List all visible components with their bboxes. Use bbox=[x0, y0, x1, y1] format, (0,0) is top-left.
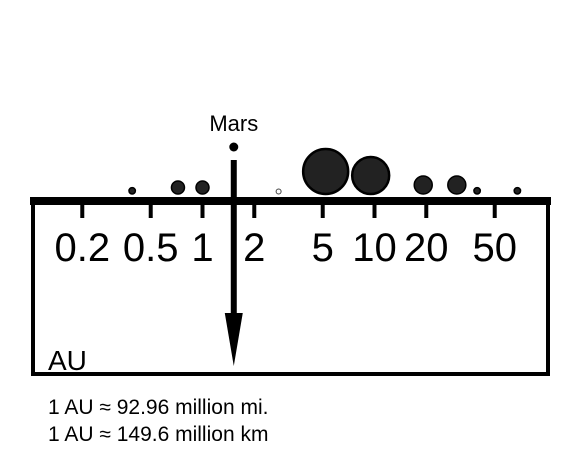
conversion-notes: 1 AU ≈ 92.96 million mi. 1 AU ≈ 149.6 mi… bbox=[48, 394, 268, 448]
planet-body bbox=[170, 180, 186, 195]
note-kilometers: 1 AU ≈ 149.6 million km bbox=[48, 423, 269, 446]
planet-body bbox=[301, 147, 350, 196]
tick-label: 50 bbox=[472, 226, 517, 270]
planet-body bbox=[195, 180, 210, 195]
tick-label: 0.2 bbox=[54, 226, 110, 270]
tick-label: 20 bbox=[404, 226, 449, 270]
tick-label: 10 bbox=[352, 226, 397, 270]
tick-label: 5 bbox=[312, 226, 334, 270]
tick-label: 0.5 bbox=[123, 226, 179, 270]
mars-dot bbox=[229, 142, 239, 152]
note-miles: 1 AU ≈ 92.96 million mi. bbox=[48, 396, 269, 419]
tick-label: 2 bbox=[243, 226, 265, 270]
unit-label: AU bbox=[48, 345, 87, 376]
planet-body bbox=[513, 186, 522, 195]
planet-body bbox=[275, 188, 282, 195]
planet-body bbox=[350, 155, 391, 196]
planet-body bbox=[128, 186, 137, 195]
tick-label: 1 bbox=[191, 226, 213, 270]
planet-body bbox=[413, 175, 433, 195]
planet-body bbox=[447, 175, 467, 195]
marker-label: Mars bbox=[209, 111, 258, 136]
scale-ticks: 0.2 0.5 1 2 5 10 20 50 bbox=[54, 201, 517, 270]
marker-arrow-head bbox=[224, 313, 243, 366]
mars-marker: Mars bbox=[209, 111, 258, 366]
planet-bodies bbox=[128, 147, 522, 196]
scale-frame bbox=[31, 199, 550, 376]
planet-body bbox=[473, 186, 482, 195]
